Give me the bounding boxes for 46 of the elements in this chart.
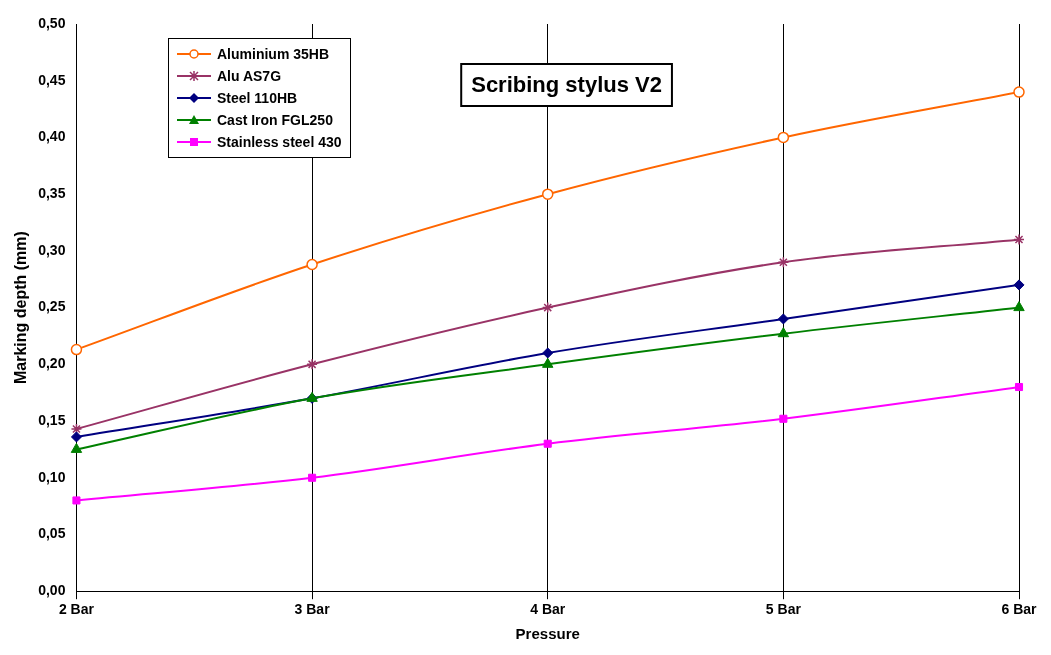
point <box>541 301 554 314</box>
y-tick-label: 0,30 <box>38 241 66 258</box>
point <box>1014 382 1024 392</box>
y-tick-label: 0,45 <box>38 71 66 88</box>
x-axis-title: Pressure <box>515 625 580 643</box>
text: Scribing stylus V2 <box>471 72 662 98</box>
y-tick-label: 0,50 <box>38 14 66 31</box>
point <box>306 358 318 371</box>
legend-label: Stainless steel 430 <box>217 134 342 150</box>
point <box>308 473 317 482</box>
point <box>777 256 790 268</box>
point <box>779 414 788 423</box>
y-tick-label: 0,10 <box>38 468 66 485</box>
legend-label: Cast Iron FGL250 <box>217 112 333 128</box>
point <box>777 327 790 338</box>
point <box>70 431 82 443</box>
legend-label: Alu AS7G <box>217 68 282 84</box>
x-tick-label: 4 Bar <box>530 601 566 618</box>
y-axis-title: Marking depth (mm) <box>12 231 30 385</box>
legend-label: Aluminium 35HB <box>217 46 330 62</box>
point <box>70 442 83 453</box>
point <box>1013 279 1025 291</box>
point <box>1013 233 1025 246</box>
point <box>542 357 554 368</box>
y-tick-label: 0,20 <box>38 355 66 372</box>
y-tick-label: 0,40 <box>38 128 66 145</box>
x-tick-label: 6 Bar <box>1001 601 1038 618</box>
y-tick-label: 0,00 <box>38 582 66 599</box>
point <box>306 258 318 271</box>
legend-label: Steel 110HB <box>217 90 298 106</box>
point <box>1013 301 1025 312</box>
y-tick-label: 0,35 <box>38 185 66 202</box>
point <box>542 347 554 359</box>
point <box>777 131 790 144</box>
point <box>1013 86 1025 98</box>
x-tick-label: 2 Bar <box>58 601 95 618</box>
point <box>72 496 81 505</box>
y-tick-label: 0,05 <box>38 525 66 542</box>
y-tick-label: 0,15 <box>38 411 66 428</box>
point <box>70 343 83 356</box>
x-tick-label: 5 Bar <box>765 601 802 618</box>
y-tick-label: 0,25 <box>38 298 66 315</box>
point <box>777 313 789 325</box>
x-tick-label: 3 Bar <box>294 601 331 618</box>
point <box>541 188 554 200</box>
point <box>543 439 552 448</box>
